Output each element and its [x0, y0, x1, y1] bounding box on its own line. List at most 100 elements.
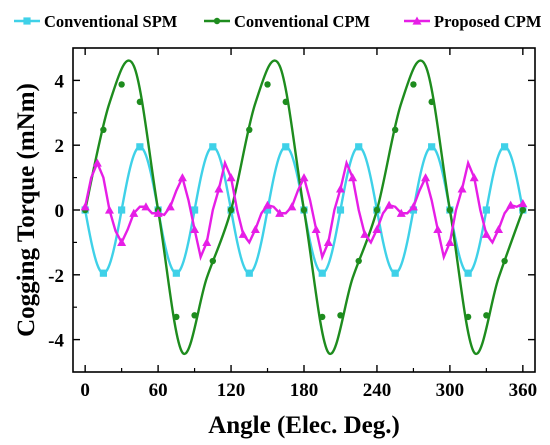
legend-item: Conventional CPM: [204, 12, 371, 31]
data-point: [202, 237, 212, 246]
data-point: [319, 313, 326, 321]
data-point: [360, 229, 370, 238]
x-tick-label: 180: [290, 380, 319, 401]
data-point: [238, 229, 248, 238]
x-tick-label: 120: [217, 380, 246, 401]
data-point: [384, 200, 394, 209]
data-point: [226, 173, 236, 182]
series-proposed-cpm: [80, 158, 528, 261]
data-point: [136, 143, 144, 151]
data-point: [445, 237, 455, 246]
data-point: [227, 206, 235, 214]
y-tick-label: 0: [55, 201, 65, 222]
data-point: [100, 126, 107, 134]
data-point: [494, 224, 504, 234]
data-point: [373, 206, 381, 214]
data-point: [408, 202, 418, 211]
data-point: [311, 224, 321, 234]
legend-marker: [23, 17, 31, 25]
data-point: [250, 224, 260, 234]
legend-label: Conventional CPM: [234, 12, 371, 31]
data-point: [190, 206, 199, 214]
data-point: [396, 208, 406, 217]
data-point: [80, 202, 90, 211]
data-point: [118, 206, 126, 214]
data-point: [209, 257, 217, 265]
data-point: [355, 257, 362, 265]
data-point: [99, 269, 107, 277]
y-tick-label: 2: [55, 136, 65, 157]
data-point: [173, 313, 180, 321]
data-point: [372, 224, 382, 234]
data-point: [172, 269, 180, 277]
data-point: [209, 143, 217, 151]
data-point: [464, 313, 472, 321]
data-point: [464, 269, 472, 277]
data-point: [190, 224, 200, 234]
data-point: [263, 200, 273, 209]
data-point: [300, 206, 308, 214]
data-point: [214, 184, 224, 193]
data-point: [501, 257, 508, 265]
axes-layer: 0 60 120 180 240 300 360 -4 -2 0 2 4: [48, 48, 537, 401]
data-point: [104, 205, 114, 214]
data-point: [336, 206, 345, 214]
legend-marker: [412, 16, 422, 25]
data-point: [337, 312, 344, 319]
y-axis-label: Cogging Torque (mNm): [13, 83, 40, 337]
legend-marker: [213, 17, 221, 25]
data-point: [483, 312, 490, 319]
legend-item: Proposed CPM: [404, 12, 542, 31]
data-point: [191, 312, 198, 319]
data-point: [118, 81, 125, 88]
data-point: [264, 81, 271, 88]
data-point: [287, 202, 297, 211]
data-point: [481, 229, 491, 238]
x-tick-label: 360: [509, 380, 538, 401]
y-tick-label: 4: [55, 71, 65, 92]
data-point: [391, 269, 399, 277]
data-point: [469, 173, 479, 182]
chart-legend: Conventional SPM Conventional CPM Proposed…: [14, 12, 542, 31]
data-point: [428, 98, 435, 106]
data-point: [245, 269, 253, 277]
data-point: [410, 81, 417, 88]
data-point: [519, 206, 527, 214]
x-tick-label: 0: [80, 380, 90, 401]
data-point: [318, 269, 326, 277]
data-point: [117, 237, 127, 246]
x-axis-label: Angle (Elec. Deg.): [208, 412, 400, 439]
data-point: [433, 224, 443, 234]
data-point: [246, 126, 253, 134]
data-point: [335, 184, 345, 193]
x-tick-label: 60: [149, 380, 168, 401]
data-point: [428, 143, 436, 151]
y-tick-label: -4: [48, 331, 64, 352]
legend-label: Conventional SPM: [44, 12, 178, 31]
data-point: [355, 143, 363, 151]
data-point: [92, 158, 102, 167]
legend-label: Proposed CPM: [434, 12, 542, 31]
data-point: [263, 206, 272, 214]
data-point: [177, 173, 187, 182]
data-point: [299, 173, 309, 182]
data-point: [506, 200, 516, 209]
data-point: [446, 206, 454, 214]
data-point: [482, 206, 490, 214]
y-tick-label: -2: [48, 266, 64, 287]
series-layer: [80, 59, 528, 356]
data-point: [348, 173, 358, 182]
data-point: [323, 237, 333, 246]
data-point: [391, 126, 399, 134]
data-point: [457, 184, 467, 193]
data-point: [421, 173, 431, 182]
data-point: [275, 208, 285, 217]
legend-item: Conventional SPM: [14, 12, 178, 31]
data-point: [518, 199, 528, 208]
data-point: [501, 143, 509, 151]
data-point: [129, 208, 139, 217]
data-point: [153, 208, 163, 217]
x-tick-label: 300: [436, 380, 465, 401]
data-point: [282, 98, 289, 106]
